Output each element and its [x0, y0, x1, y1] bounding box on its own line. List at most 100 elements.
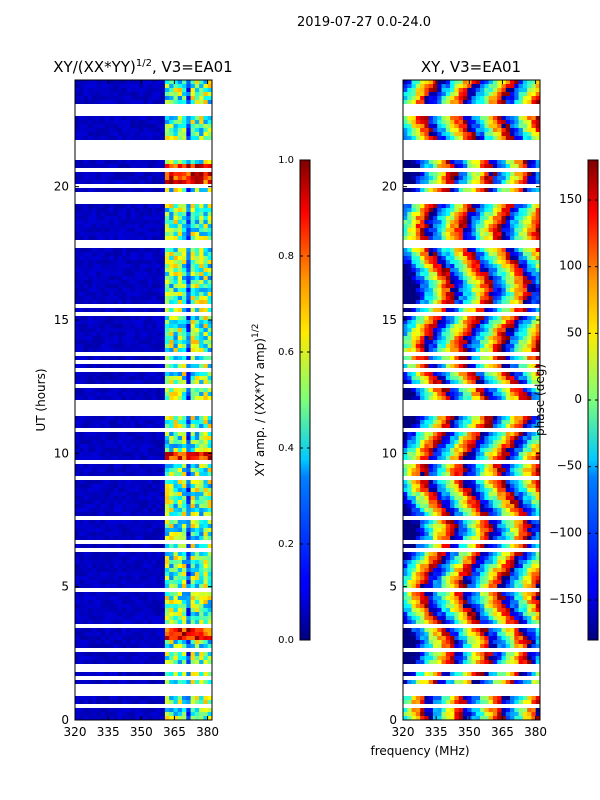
phase-cell — [467, 164, 472, 169]
amplitude-cell — [139, 652, 144, 657]
amplitude-cell — [160, 500, 166, 505]
amplitude-cell — [130, 208, 136, 213]
amplitude-cell — [186, 604, 191, 609]
amplitude-cell — [117, 532, 123, 537]
phase-cell — [480, 128, 485, 133]
phase-cell — [488, 128, 494, 133]
amplitude-cell — [134, 92, 140, 97]
amplitude-cell — [186, 84, 191, 89]
amplitude-cell — [207, 468, 213, 473]
phase-cell — [488, 96, 494, 101]
amplitude-cell — [122, 536, 127, 541]
phase-cell — [415, 88, 421, 93]
amplitude-cell — [169, 536, 174, 541]
amplitude-cell — [160, 644, 166, 649]
amplitude-gap-row — [75, 240, 212, 244]
amplitude-cell — [79, 272, 84, 277]
amplitude-cell — [177, 132, 183, 137]
amplitude-cell — [164, 612, 170, 617]
phase-cell — [527, 80, 532, 85]
amplitude-cell — [96, 488, 101, 493]
amplitude-cell — [87, 216, 93, 221]
amplitude-cell — [164, 364, 170, 369]
amplitude-cell — [207, 364, 213, 369]
phase-cell — [445, 136, 451, 141]
phase-cell — [454, 264, 459, 269]
phase-cell — [535, 220, 541, 225]
phase-cell — [531, 232, 537, 237]
amplitude-cell — [156, 480, 161, 485]
phase-cell — [437, 228, 442, 233]
amplitude-cell — [104, 356, 110, 361]
amplitude-cell — [100, 568, 106, 573]
amplitude-cell — [96, 600, 101, 605]
amplitude-cell — [203, 292, 209, 297]
phase-cell — [441, 92, 447, 97]
amplitude-cell — [194, 292, 200, 297]
amplitude-cell — [83, 448, 89, 453]
phase-heatmap — [403, 80, 541, 721]
amplitude-cell — [152, 220, 157, 225]
amplitude-cell — [203, 604, 209, 609]
amplitude-cell — [113, 88, 119, 93]
amplitude-cell — [113, 552, 119, 557]
phase-cell — [411, 92, 417, 97]
amplitude-cell — [177, 396, 183, 401]
phase-cell — [484, 220, 489, 225]
amplitude-cell — [126, 364, 131, 369]
amplitude-cell — [143, 164, 149, 169]
amplitude-cell — [134, 172, 140, 177]
amplitude-cell — [173, 500, 179, 505]
amplitude-cell — [104, 96, 110, 101]
amplitude-cell — [190, 700, 196, 705]
amplitude-cell — [126, 640, 131, 645]
phase-cell — [514, 212, 519, 217]
amplitude-cell — [147, 252, 153, 257]
amplitude-cell — [199, 296, 204, 301]
amplitude-cell — [160, 656, 166, 661]
amplitude-cell — [186, 356, 191, 361]
amplitude-cell — [177, 552, 183, 557]
amplitude-cell — [199, 396, 204, 401]
amplitude-cell — [190, 508, 196, 513]
phase-cell — [518, 164, 524, 169]
phase-cell — [518, 176, 524, 181]
amplitude-cell — [87, 388, 93, 393]
phase-cell — [501, 252, 507, 257]
amplitude-cell — [164, 160, 170, 165]
phase-cell — [441, 180, 447, 185]
amplitude-cell — [203, 660, 209, 665]
amplitude-cell — [164, 576, 170, 581]
amplitude-cell — [109, 364, 114, 369]
amplitude-cell — [122, 300, 127, 305]
colorbar-tick-label: 0.4 — [278, 443, 294, 454]
phase-cell — [403, 96, 408, 101]
amplitude-gap-row — [75, 684, 212, 688]
amplitude-cell — [79, 656, 84, 661]
phase-cell — [467, 256, 472, 261]
amplitude-cell — [113, 220, 119, 225]
amplitude-cell — [203, 496, 209, 501]
amplitude-cell — [194, 380, 200, 385]
amplitude-cell — [100, 576, 106, 581]
amplitude-cell — [117, 364, 123, 369]
amplitude-cell — [177, 424, 183, 429]
amplitude-cell — [156, 644, 161, 649]
amplitude-cell — [130, 296, 136, 301]
amplitude-cell — [156, 264, 161, 269]
amplitude-cell — [117, 232, 123, 237]
phase-cell — [484, 180, 489, 185]
amplitude-cell — [164, 480, 170, 485]
amplitude-cell — [100, 672, 106, 677]
amplitude-cell — [143, 248, 149, 253]
amplitude-cell — [156, 680, 161, 685]
amplitude-cell — [79, 464, 84, 469]
phase-cell — [531, 212, 537, 217]
amplitude-cell — [104, 372, 110, 377]
amplitude-cell — [92, 544, 97, 549]
amplitude-cell — [104, 456, 110, 461]
amplitude-cell — [122, 292, 127, 297]
amplitude-cell — [117, 644, 123, 649]
amplitude-cell — [199, 576, 204, 581]
amplitude-cell — [152, 620, 157, 625]
